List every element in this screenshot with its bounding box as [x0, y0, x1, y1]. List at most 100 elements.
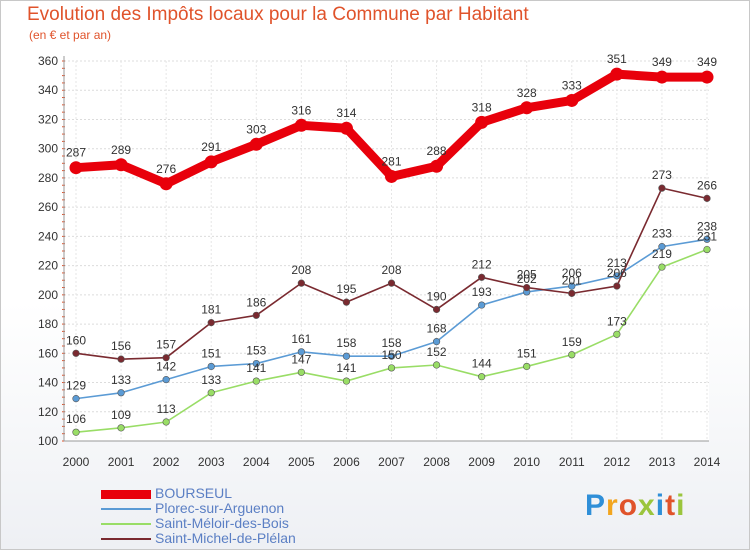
legend-swatch-plorec — [101, 508, 151, 510]
data-point-0 — [565, 93, 579, 107]
data-point-3 — [252, 311, 260, 319]
data-point-3 — [478, 273, 486, 281]
data-label-2: 109 — [111, 408, 131, 422]
data-label-1: 133 — [111, 373, 131, 387]
x-tick-label: 2012 — [604, 455, 631, 469]
data-point-1 — [297, 348, 305, 356]
data-label-0: 288 — [427, 144, 447, 158]
data-point-2 — [252, 377, 260, 385]
data-point-3 — [703, 194, 711, 202]
data-point-3 — [342, 298, 351, 306]
x-tick-label: 2010 — [513, 455, 540, 469]
data-point-0 — [475, 115, 489, 129]
y-tick-label: 340 — [38, 83, 58, 97]
data-point-2 — [568, 351, 576, 359]
data-point-1 — [162, 376, 170, 384]
logo-letter: i — [676, 489, 686, 522]
data-point-1 — [703, 235, 711, 243]
data-point-3 — [117, 355, 125, 363]
data-label-2: 141 — [336, 361, 356, 375]
data-label-1: 129 — [66, 379, 86, 393]
data-label-1: 142 — [156, 360, 176, 374]
y-tick-label: 280 — [38, 171, 58, 185]
data-point-2 — [703, 245, 711, 254]
data-point-2 — [523, 362, 531, 371]
data-point-1 — [207, 362, 215, 371]
logo-letter: x — [638, 489, 656, 522]
data-label-0: 349 — [697, 55, 717, 69]
x-tick-label: 2006 — [333, 455, 360, 469]
data-point-0 — [610, 67, 624, 81]
legend-label-plorec: Plorec-sur-Arguenon — [155, 500, 285, 516]
legend-swatch-saint-michel — [101, 538, 151, 540]
data-point-3 — [207, 319, 215, 327]
data-label-1: 161 — [291, 332, 311, 346]
data-label-3: 157 — [156, 338, 176, 352]
data-point-3 — [432, 305, 441, 314]
chart-subtitle: (en € et par an) — [29, 28, 112, 42]
data-label-3: 266 — [697, 178, 717, 192]
data-label-2: 147 — [291, 352, 311, 366]
data-point-2 — [162, 418, 170, 426]
x-tick-label: 2003 — [198, 455, 225, 469]
data-label-0: 351 — [607, 52, 627, 66]
data-point-0 — [114, 158, 128, 172]
data-point-3 — [613, 282, 621, 290]
data-point-1 — [72, 395, 80, 403]
data-label-3: 208 — [381, 263, 401, 277]
data-point-3 — [523, 283, 531, 292]
data-point-2 — [117, 424, 125, 432]
data-point-1 — [568, 282, 576, 290]
data-point-2 — [207, 389, 215, 397]
y-tick-label: 100 — [38, 434, 58, 448]
data-label-3: 156 — [111, 339, 131, 353]
data-label-1: 158 — [336, 336, 356, 350]
data-point-3 — [297, 279, 305, 287]
data-label-2: 113 — [157, 402, 176, 416]
data-label-3: 195 — [336, 282, 356, 296]
y-tick-label: 360 — [38, 54, 58, 68]
data-label-3: 206 — [607, 266, 627, 280]
data-point-0 — [159, 177, 173, 191]
data-label-3: 205 — [517, 268, 537, 282]
data-label-3: 181 — [201, 303, 221, 317]
data-point-3 — [72, 349, 80, 357]
data-point-2 — [297, 368, 305, 376]
data-label-2: 106 — [66, 412, 86, 426]
x-tick-label: 2002 — [153, 455, 180, 469]
data-point-1 — [432, 338, 441, 346]
y-tick-label: 120 — [38, 405, 58, 419]
y-tick-label: 320 — [38, 112, 58, 126]
data-point-1 — [117, 389, 125, 397]
data-point-1 — [387, 352, 396, 360]
data-label-3: 160 — [66, 333, 86, 347]
data-point-0 — [339, 121, 353, 135]
data-point-2 — [478, 373, 486, 381]
data-label-1: 158 — [381, 336, 401, 350]
data-label-0: 314 — [336, 106, 356, 120]
legend-swatch-bourseul — [101, 490, 151, 499]
data-label-0: 287 — [66, 146, 86, 160]
data-point-3 — [658, 184, 666, 192]
data-label-3: 190 — [427, 289, 447, 303]
plot-area — [64, 61, 709, 441]
data-label-2: 152 — [427, 345, 447, 359]
logo-letter: P — [585, 489, 607, 522]
x-tick-label: 2000 — [63, 455, 90, 469]
data-point-0 — [385, 169, 398, 183]
y-tick-label: 180 — [38, 317, 58, 331]
data-label-0: 328 — [517, 86, 537, 100]
data-label-2: 150 — [381, 348, 401, 362]
data-point-1 — [252, 359, 260, 368]
data-label-1: 233 — [652, 227, 672, 241]
data-label-3: 186 — [246, 295, 266, 309]
chart-title: Evolution des Impôts locaux pour la Comm… — [27, 4, 529, 25]
data-label-0: 349 — [652, 55, 672, 69]
x-tick-label: 2008 — [423, 455, 450, 469]
data-point-0 — [294, 118, 308, 132]
logo-letter: o — [618, 489, 639, 522]
y-tick-label: 240 — [38, 229, 58, 243]
data-label-2: 133 — [201, 373, 221, 387]
